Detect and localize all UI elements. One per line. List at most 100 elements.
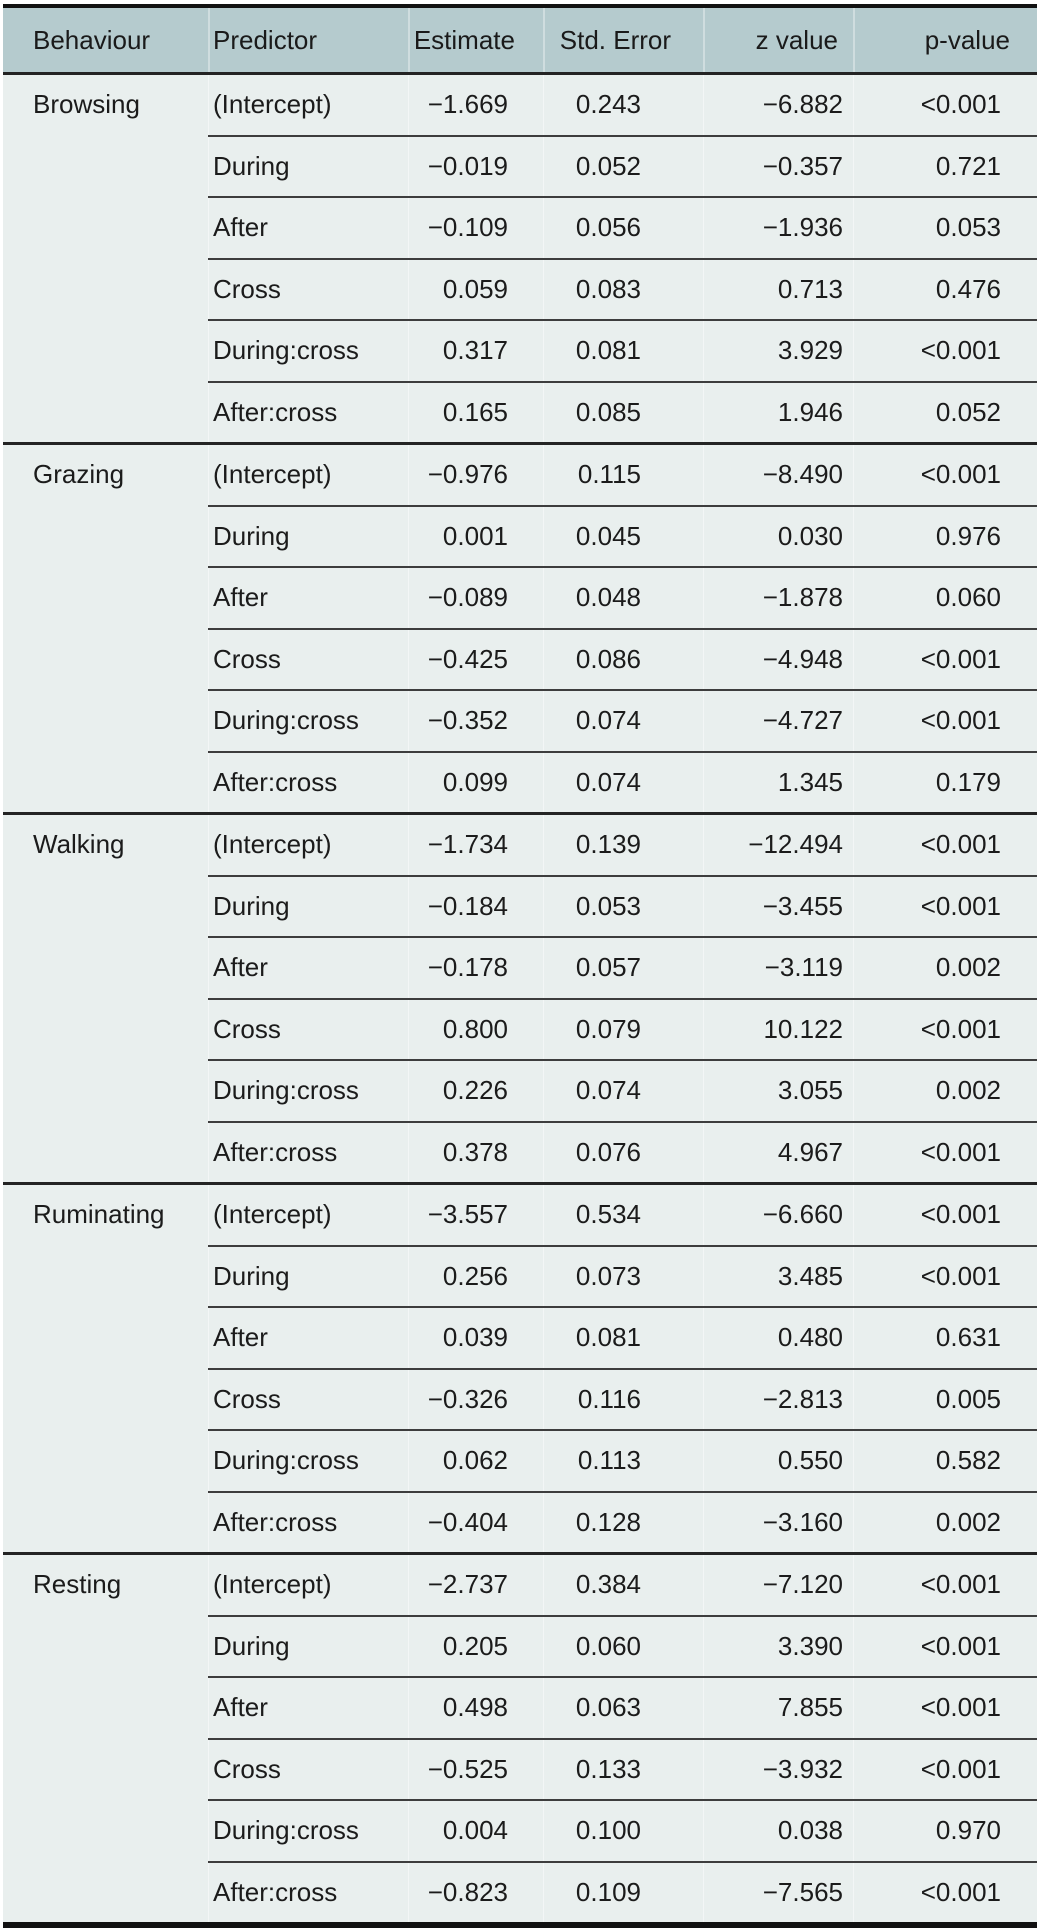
predictor-cell: Cross bbox=[208, 1737, 408, 1799]
z-value-cell: −8.490 bbox=[703, 442, 853, 505]
behaviour-cell bbox=[3, 319, 208, 381]
p-value-cell: 0.002 bbox=[853, 1059, 1037, 1121]
table-row: During −0.184 0.053 −3.455 <0.001 bbox=[3, 874, 1037, 936]
p-value-cell: 0.052 bbox=[853, 380, 1037, 442]
p-value-cell: <0.001 bbox=[853, 1860, 1037, 1922]
z-value-cell: −3.932 bbox=[703, 1737, 853, 1799]
table-row: Resting (Intercept) −2.737 0.384 −7.120 <0.00… bbox=[3, 1552, 1037, 1615]
predictor-cell: (Intercept) bbox=[208, 75, 408, 135]
estimate-cell: −0.404 bbox=[408, 1490, 543, 1552]
p-value-cell: <0.001 bbox=[853, 1552, 1037, 1615]
column-header-estimate: Estimate bbox=[408, 8, 543, 75]
z-value-cell: −6.660 bbox=[703, 1182, 853, 1245]
table-row: After −0.109 0.056 −1.936 0.053 bbox=[3, 196, 1037, 258]
estimate-cell: −0.352 bbox=[408, 689, 543, 751]
z-value-cell: −3.455 bbox=[703, 874, 853, 936]
predictor-cell: After bbox=[208, 936, 408, 998]
std-error-cell: 0.073 bbox=[543, 1244, 703, 1306]
table-row: Cross 0.800 0.079 10.122 <0.001 bbox=[3, 997, 1037, 1059]
table-row: Cross −0.326 0.116 −2.813 0.005 bbox=[3, 1367, 1037, 1429]
p-value-cell: 0.005 bbox=[853, 1367, 1037, 1429]
behaviour-cell bbox=[3, 1059, 208, 1121]
behaviour-cell bbox=[3, 196, 208, 258]
table-row: During 0.205 0.060 3.390 <0.001 bbox=[3, 1614, 1037, 1676]
behaviour-cell: Resting bbox=[3, 1552, 208, 1615]
table-row: During:cross 0.062 0.113 0.550 0.582 bbox=[3, 1429, 1037, 1491]
std-error-cell: 0.081 bbox=[543, 1306, 703, 1368]
predictor-cell: During bbox=[208, 134, 408, 196]
behaviour-cell bbox=[3, 1490, 208, 1552]
behaviour-cell bbox=[3, 504, 208, 566]
p-value-cell: <0.001 bbox=[853, 627, 1037, 689]
std-error-cell: 0.083 bbox=[543, 257, 703, 319]
behaviour-cell bbox=[3, 1799, 208, 1861]
column-header-z-value: z value bbox=[703, 8, 853, 75]
table-body: Browsing (Intercept) −1.669 0.243 −6.882 <0.0… bbox=[3, 75, 1037, 1922]
std-error-cell: 0.133 bbox=[543, 1737, 703, 1799]
behaviour-cell bbox=[3, 689, 208, 751]
p-value-cell: <0.001 bbox=[853, 75, 1037, 135]
std-error-cell: 0.052 bbox=[543, 134, 703, 196]
predictor-cell: (Intercept) bbox=[208, 1552, 408, 1615]
p-value-cell: 0.476 bbox=[853, 257, 1037, 319]
estimate-cell: −0.184 bbox=[408, 874, 543, 936]
p-value-cell: <0.001 bbox=[853, 812, 1037, 875]
predictor-cell: During bbox=[208, 874, 408, 936]
p-value-cell: 0.976 bbox=[853, 504, 1037, 566]
std-error-cell: 0.139 bbox=[543, 812, 703, 875]
predictor-cell: (Intercept) bbox=[208, 442, 408, 505]
predictor-cell: After:cross bbox=[208, 380, 408, 442]
predictor-cell: After:cross bbox=[208, 1120, 408, 1182]
std-error-cell: 0.115 bbox=[543, 442, 703, 505]
predictor-cell: During bbox=[208, 1244, 408, 1306]
z-value-cell: 3.929 bbox=[703, 319, 853, 381]
std-error-cell: 0.045 bbox=[543, 504, 703, 566]
std-error-cell: 0.076 bbox=[543, 1120, 703, 1182]
estimate-cell: 0.800 bbox=[408, 997, 543, 1059]
predictor-cell: (Intercept) bbox=[208, 812, 408, 875]
z-value-cell: 3.390 bbox=[703, 1614, 853, 1676]
z-value-cell: 0.030 bbox=[703, 504, 853, 566]
p-value-cell: 0.631 bbox=[853, 1306, 1037, 1368]
table-row: During:cross −0.352 0.074 −4.727 <0.001 bbox=[3, 689, 1037, 751]
behaviour-cell bbox=[3, 566, 208, 628]
behaviour-cell: Browsing bbox=[3, 75, 208, 135]
estimate-cell: −0.425 bbox=[408, 627, 543, 689]
table-row: After 0.039 0.081 0.480 0.631 bbox=[3, 1306, 1037, 1368]
p-value-cell: <0.001 bbox=[853, 442, 1037, 505]
table-row: During:cross 0.226 0.074 3.055 0.002 bbox=[3, 1059, 1037, 1121]
regression-results-table: Behaviour Predictor Estimate Std. Error … bbox=[3, 4, 1037, 1928]
std-error-cell: 0.079 bbox=[543, 997, 703, 1059]
p-value-cell: <0.001 bbox=[853, 1676, 1037, 1738]
std-error-cell: 0.128 bbox=[543, 1490, 703, 1552]
std-error-cell: 0.053 bbox=[543, 874, 703, 936]
predictor-cell: (Intercept) bbox=[208, 1182, 408, 1245]
behaviour-cell bbox=[3, 1367, 208, 1429]
z-value-cell: 4.967 bbox=[703, 1120, 853, 1182]
estimate-cell: 0.062 bbox=[408, 1429, 543, 1491]
predictor-cell: After bbox=[208, 1676, 408, 1738]
p-value-cell: <0.001 bbox=[853, 1244, 1037, 1306]
table-row: After 0.498 0.063 7.855 <0.001 bbox=[3, 1676, 1037, 1738]
z-value-cell: −4.727 bbox=[703, 689, 853, 751]
estimate-cell: −0.178 bbox=[408, 936, 543, 998]
z-value-cell: −0.357 bbox=[703, 134, 853, 196]
behaviour-cell bbox=[3, 1244, 208, 1306]
z-value-cell: −7.565 bbox=[703, 1860, 853, 1922]
z-value-cell: 1.345 bbox=[703, 750, 853, 812]
p-value-cell: 0.721 bbox=[853, 134, 1037, 196]
header-row: Behaviour Predictor Estimate Std. Error … bbox=[3, 8, 1037, 75]
behaviour-cell bbox=[3, 874, 208, 936]
behaviour-cell bbox=[3, 1306, 208, 1368]
z-value-cell: −4.948 bbox=[703, 627, 853, 689]
column-header-predictor: Predictor bbox=[208, 8, 408, 75]
behaviour-cell: Ruminating bbox=[3, 1182, 208, 1245]
p-value-cell: <0.001 bbox=[853, 319, 1037, 381]
p-value-cell: 0.582 bbox=[853, 1429, 1037, 1491]
z-value-cell: 0.713 bbox=[703, 257, 853, 319]
std-error-cell: 0.109 bbox=[543, 1860, 703, 1922]
estimate-cell: 0.226 bbox=[408, 1059, 543, 1121]
behaviour-cell bbox=[3, 1737, 208, 1799]
estimate-cell: 0.004 bbox=[408, 1799, 543, 1861]
table-row: After:cross 0.165 0.085 1.946 0.052 bbox=[3, 380, 1037, 442]
